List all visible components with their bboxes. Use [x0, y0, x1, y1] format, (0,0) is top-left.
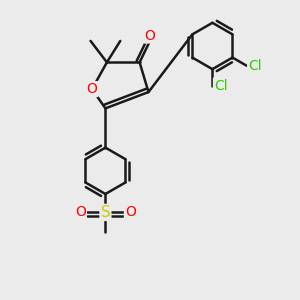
Text: Cl: Cl: [214, 79, 228, 92]
Text: S: S: [100, 205, 110, 220]
Text: Cl: Cl: [248, 59, 262, 73]
Text: O: O: [87, 82, 98, 96]
Text: O: O: [125, 206, 136, 219]
Text: O: O: [145, 28, 155, 43]
Text: O: O: [75, 206, 86, 219]
